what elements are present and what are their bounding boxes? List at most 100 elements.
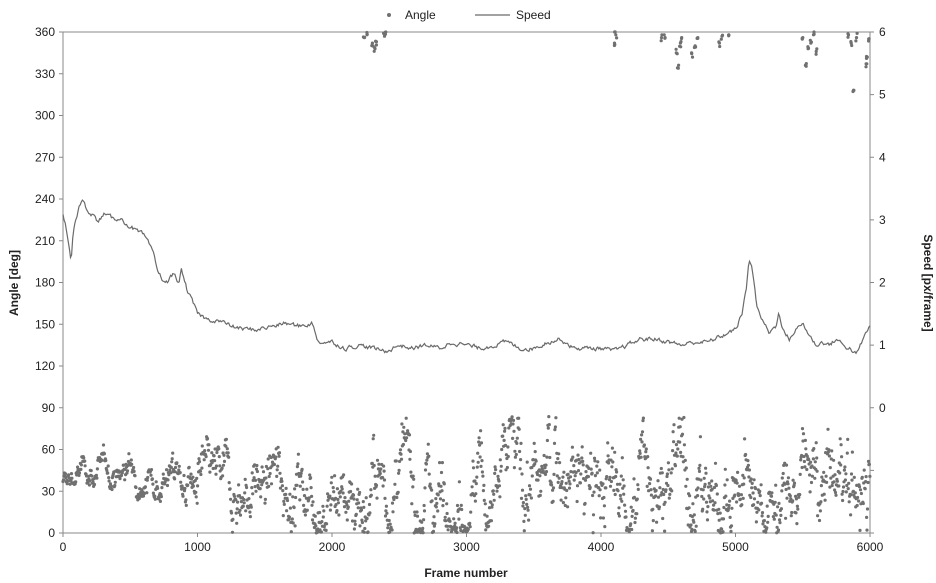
angle-point — [307, 496, 311, 500]
angle-point — [850, 478, 854, 482]
angle-point — [814, 441, 818, 445]
angle-point — [94, 473, 98, 477]
angle-point — [275, 468, 279, 472]
angle-point — [502, 438, 506, 442]
angle-point — [701, 488, 705, 492]
angle-point — [151, 491, 155, 495]
angle-point — [330, 475, 334, 479]
angle-point — [549, 481, 553, 485]
angle-point — [810, 464, 814, 468]
angle-point — [151, 482, 155, 486]
angle-point — [665, 474, 669, 479]
angle-point — [266, 467, 270, 471]
angle-point — [206, 448, 211, 452]
angle-point — [129, 458, 133, 462]
angle-point — [278, 486, 283, 490]
left-tick-label: 300 — [35, 109, 55, 123]
angle-point — [295, 483, 299, 487]
angle-point — [521, 504, 525, 508]
angle-point — [801, 439, 805, 443]
angle-point — [478, 455, 482, 459]
angle-point — [169, 471, 173, 475]
angle-point — [635, 497, 639, 501]
angle-point — [217, 455, 221, 459]
angle-point — [503, 443, 508, 447]
angle-point — [322, 509, 326, 513]
angle-point — [543, 472, 548, 476]
angle-point — [749, 495, 753, 500]
angle-point — [468, 521, 472, 526]
angle-point — [443, 515, 447, 519]
angle-point — [669, 471, 673, 475]
angle-point — [762, 519, 767, 523]
angle-point — [663, 36, 667, 40]
angle-point — [411, 474, 415, 478]
angle-point — [631, 508, 635, 513]
angle-point — [755, 510, 759, 514]
angle-point — [373, 474, 377, 478]
angle-point — [784, 463, 789, 467]
angle-point — [381, 476, 385, 480]
angle-point — [678, 440, 682, 444]
angle-point — [739, 493, 744, 497]
angle-point — [838, 471, 842, 475]
angle-point — [765, 526, 769, 530]
angle-point — [314, 524, 318, 528]
angle-point — [106, 464, 110, 468]
angle-point — [538, 493, 542, 497]
angle-point — [601, 482, 605, 486]
angle-point — [318, 510, 322, 515]
right-tick-label: 6 — [879, 25, 886, 39]
angle-point — [426, 442, 430, 446]
angle-point — [479, 464, 483, 468]
angle-point — [799, 458, 803, 462]
angle-point — [258, 487, 262, 491]
angle-point — [487, 506, 492, 510]
angle-point — [750, 486, 754, 490]
angle-point — [809, 480, 814, 485]
angle-point — [484, 528, 488, 532]
angle-point — [809, 40, 814, 44]
angle-point — [365, 516, 369, 521]
angle-point — [613, 30, 617, 34]
angle-point — [776, 528, 781, 532]
angle-point — [420, 520, 424, 524]
angle-point — [398, 448, 403, 452]
angle-point — [632, 477, 636, 481]
angle-point — [353, 522, 357, 527]
angle-point — [519, 458, 523, 462]
angle-point — [313, 514, 317, 518]
angle-point — [803, 438, 808, 442]
angle-point — [617, 506, 621, 510]
angle-point — [512, 429, 516, 433]
angle-point — [326, 498, 330, 502]
angle-point — [825, 480, 829, 484]
angle-point — [865, 528, 869, 532]
angle-point — [237, 494, 242, 498]
angle-point — [158, 499, 162, 503]
angle-point — [770, 491, 774, 495]
angle-point — [530, 474, 534, 478]
angle-point — [728, 499, 732, 503]
angle-point — [672, 423, 676, 427]
angle-point — [452, 517, 456, 521]
angle-point — [752, 478, 756, 482]
angle-point — [561, 475, 565, 479]
angle-point — [446, 524, 450, 528]
angle-point — [853, 491, 857, 495]
angle-point — [639, 437, 643, 441]
angle-point — [640, 433, 644, 437]
angle-point — [217, 447, 221, 451]
angle-point — [149, 468, 154, 472]
angle-point — [845, 451, 849, 455]
angle-point — [800, 427, 805, 431]
angle-point — [382, 478, 387, 482]
angle-point — [819, 484, 824, 488]
angle-point — [145, 478, 149, 482]
angle-point — [857, 485, 862, 489]
left-tick-label: 330 — [35, 67, 55, 81]
angle-point — [342, 473, 346, 477]
angle-point — [833, 490, 838, 495]
angle-point — [693, 529, 697, 534]
angle-point — [827, 448, 831, 452]
